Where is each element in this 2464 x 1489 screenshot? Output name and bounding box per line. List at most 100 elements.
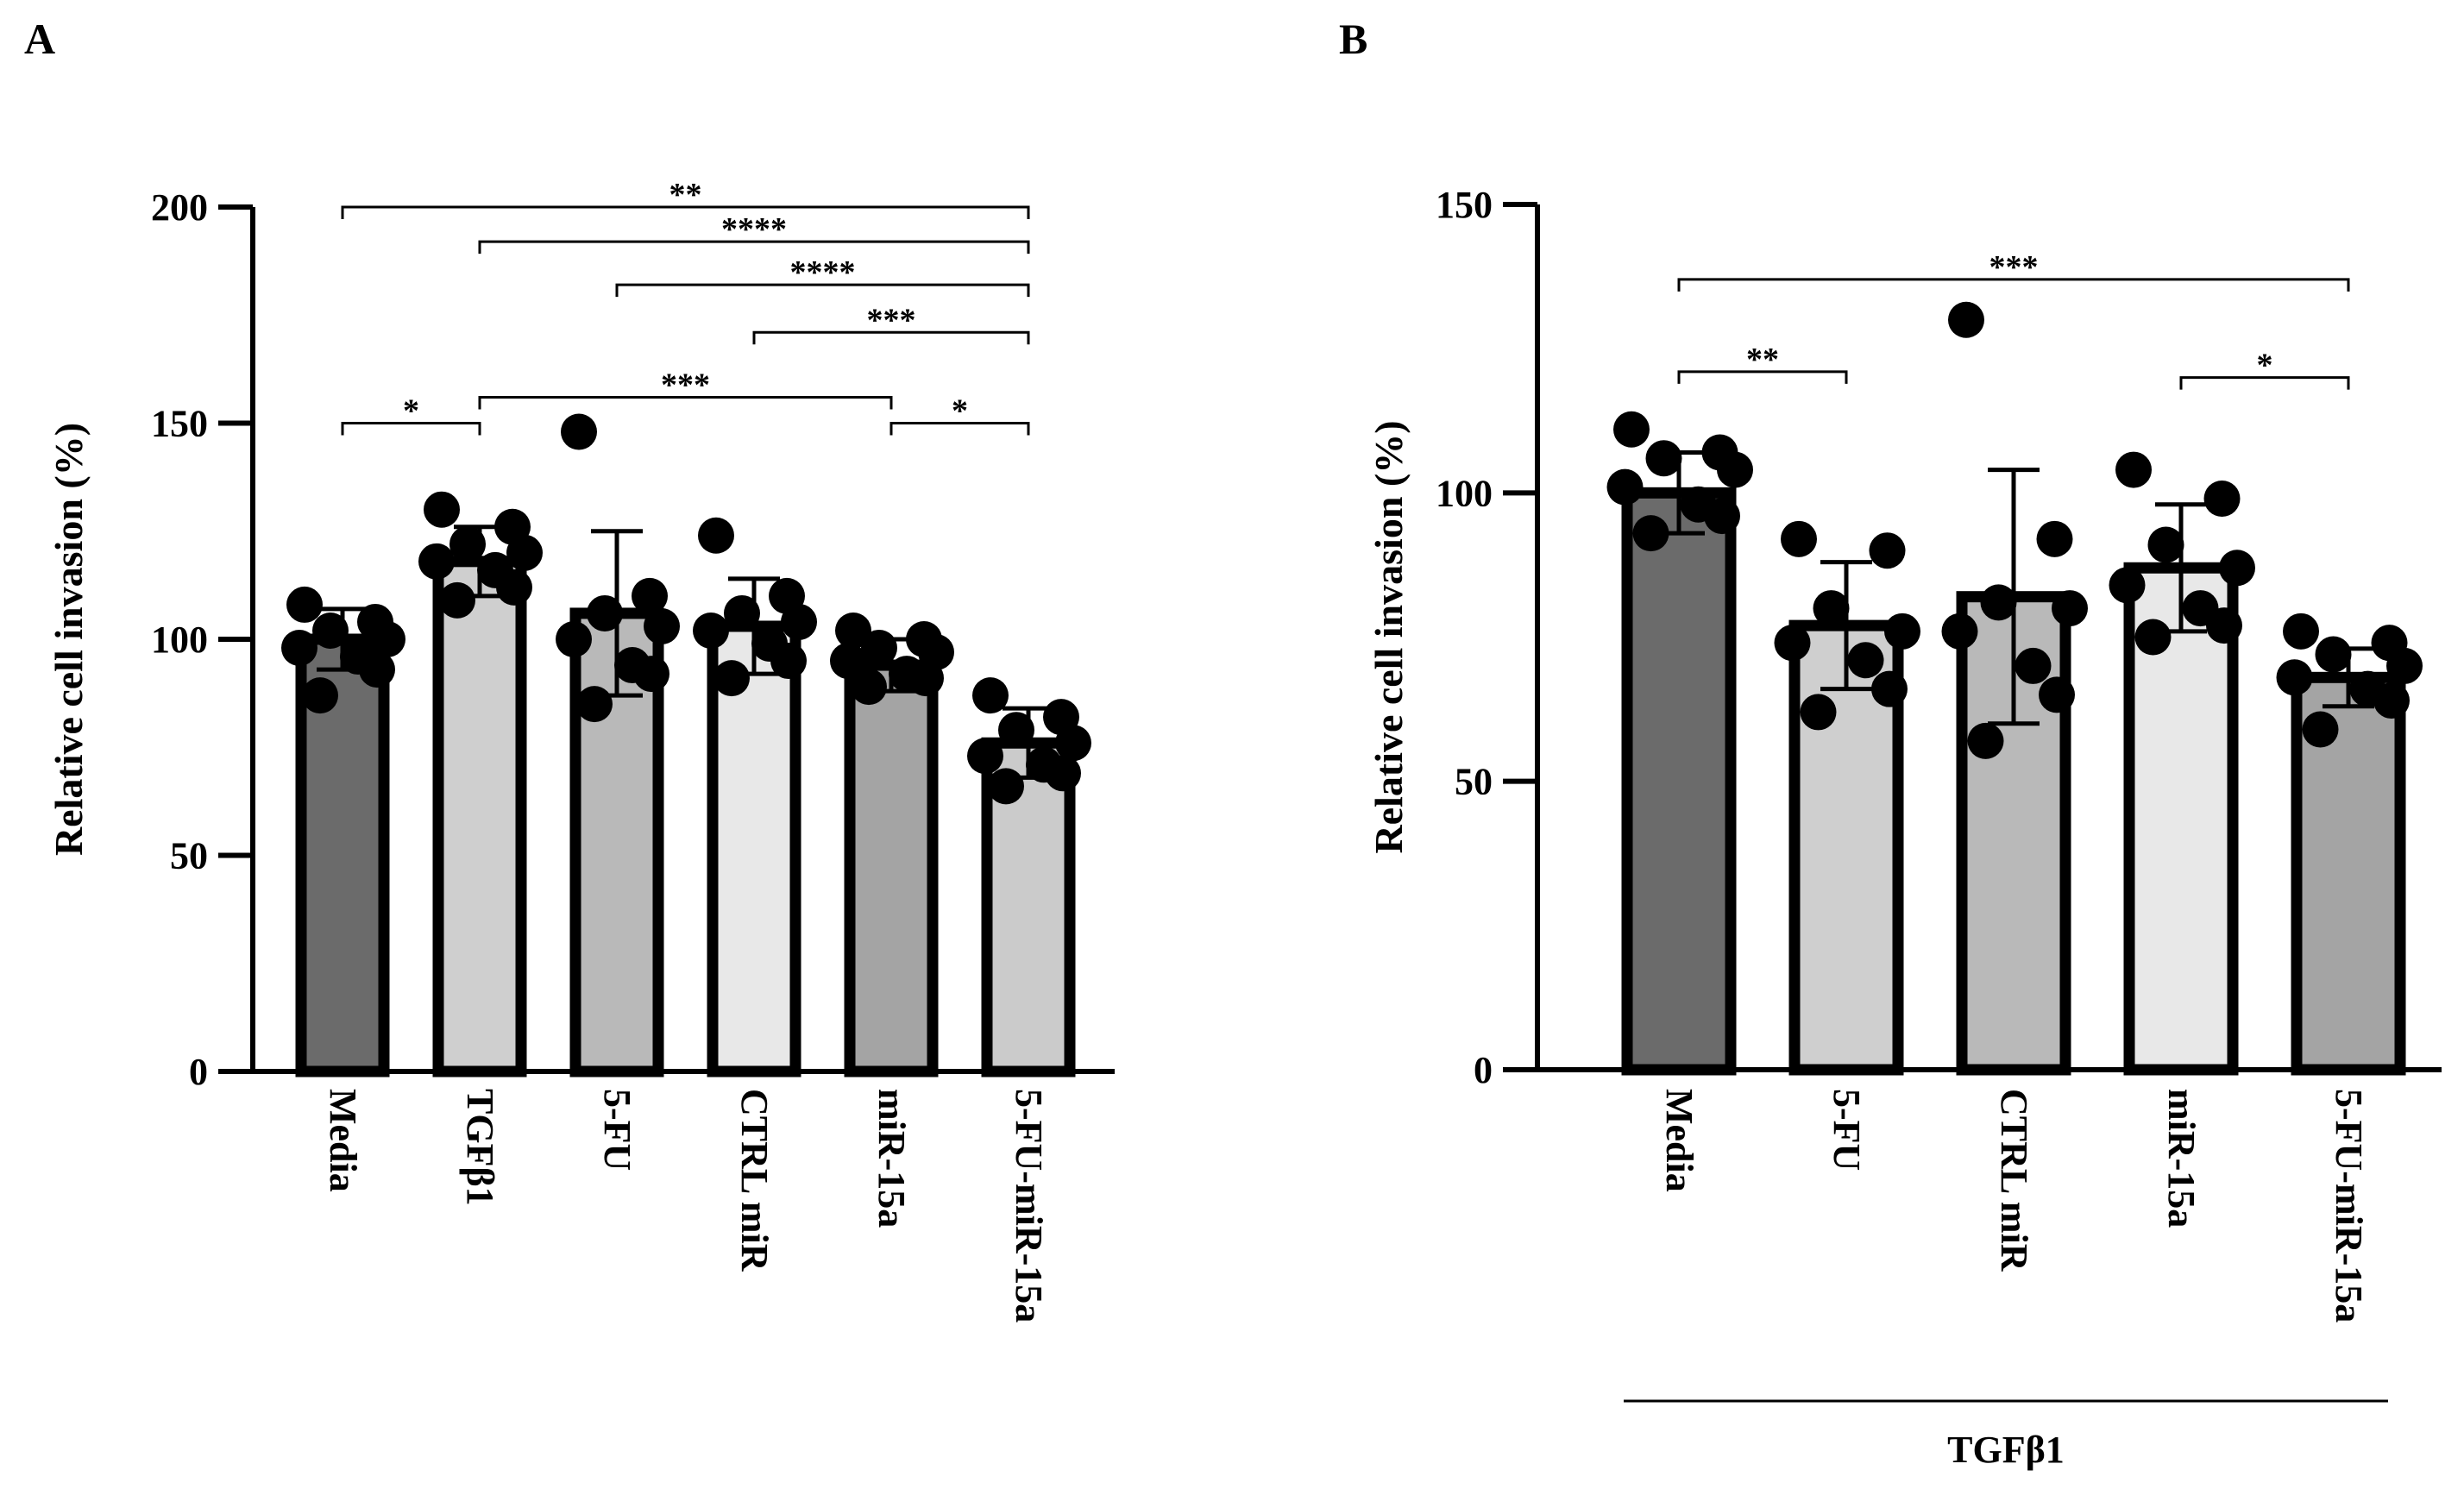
data-point-0-0 xyxy=(286,586,323,623)
data-point-4-2 xyxy=(861,630,897,667)
data-point-1-6 xyxy=(496,569,532,606)
data-point-2-1 xyxy=(2036,520,2073,557)
significance-label-6: * xyxy=(952,393,968,430)
data-point-0-2 xyxy=(1645,440,1682,477)
data-point-2-4 xyxy=(556,621,592,657)
data-point-0-7 xyxy=(1632,515,1669,552)
data-point-4-6 xyxy=(908,660,944,697)
data-point-3-0 xyxy=(698,517,734,554)
significance-label-0: ** xyxy=(669,177,702,213)
data-point-2-1 xyxy=(632,577,668,614)
y-tick-label-100: 100 xyxy=(151,619,208,661)
data-point-1-5 xyxy=(1847,642,1884,679)
significance-label-2: * xyxy=(2257,348,2273,384)
y-tick-label-50: 50 xyxy=(170,835,208,877)
data-point-2-6 xyxy=(2039,676,2075,713)
data-point-3-2 xyxy=(2147,526,2184,563)
data-point-1-7 xyxy=(439,581,475,619)
chart-panel-b: 0 50 100 150 Relative cell invasion (%) Media… xyxy=(1367,184,2442,1471)
y-tick-label-100: 100 xyxy=(1436,472,1493,514)
data-point-4-3 xyxy=(2386,647,2423,684)
data-point-4-7 xyxy=(2302,711,2339,748)
data-point-5-6 xyxy=(1045,755,1081,792)
data-point-0-3 xyxy=(369,621,405,657)
data-point-1-0 xyxy=(1781,520,1817,557)
data-point-5-4 xyxy=(967,738,1003,775)
data-point-2-2 xyxy=(1980,584,2017,621)
significance-bracket-0 xyxy=(1677,278,2350,292)
data-point-1-7 xyxy=(1800,694,1837,731)
y-tick-label-0: 0 xyxy=(189,1051,208,1093)
significance-bracket-6 xyxy=(889,422,1030,436)
panel-letter-b: B xyxy=(1339,15,1367,63)
significance-bracket-2 xyxy=(2179,376,2350,390)
data-point-2-6 xyxy=(633,656,669,693)
category-label-0: Media xyxy=(1658,1089,1700,1192)
category-label-2: CTRL miR xyxy=(1993,1089,2035,1272)
data-point-3-7 xyxy=(2134,619,2172,656)
significance-label-3: *** xyxy=(867,302,916,338)
group-label: TGFβ1 xyxy=(1947,1429,2065,1471)
category-label-3: miR-15a xyxy=(2160,1089,2203,1228)
category-label-2: 5-FU xyxy=(596,1089,638,1171)
data-point-4-4 xyxy=(2276,659,2313,696)
data-point-2-7 xyxy=(1967,722,2004,759)
data-point-4-4 xyxy=(830,643,866,680)
data-point-3-7 xyxy=(713,660,750,697)
significance-label-0: *** xyxy=(1989,249,2039,286)
data-point-4-6 xyxy=(2373,682,2410,719)
panel-letter-a: A xyxy=(24,15,55,63)
data-point-4-7 xyxy=(851,669,887,706)
data-point-4-0 xyxy=(835,612,871,649)
category-label-5: 5-FU-miR-15a xyxy=(1008,1089,1050,1323)
y-tick-label-0: 0 xyxy=(1474,1049,1493,1091)
data-point-0-4 xyxy=(281,630,317,667)
y-tick-label-150: 150 xyxy=(1436,184,1493,226)
data-point-1-4 xyxy=(418,543,455,580)
data-point-4-0 xyxy=(2283,613,2319,650)
data-point-3-4 xyxy=(693,612,729,649)
data-point-1-3 xyxy=(506,534,543,571)
category-label-1: TGFβ1 xyxy=(459,1089,501,1206)
significance-bracket-0 xyxy=(341,205,1030,219)
y-axis-label: Relative cell invasion (%) xyxy=(47,423,91,856)
significance-bracket-3 xyxy=(752,330,1030,345)
significance-label-2: **** xyxy=(790,254,856,291)
data-point-2-3 xyxy=(2052,590,2088,627)
data-point-2-5 xyxy=(2015,647,2052,684)
category-label-0: Media xyxy=(322,1089,364,1192)
significance-bracket-4 xyxy=(478,395,893,410)
significance-label-1: **** xyxy=(721,211,787,248)
data-point-5-2 xyxy=(998,712,1034,749)
data-point-0-6 xyxy=(1704,498,1740,535)
category-label-4: 5-FU-miR-15a xyxy=(2328,1089,2370,1323)
category-label-3: CTRL miR xyxy=(733,1089,776,1272)
data-point-4-2 xyxy=(2315,636,2352,673)
significance-label-4: *** xyxy=(661,367,710,403)
bar-0 xyxy=(1621,487,1737,1076)
data-point-3-2 xyxy=(724,594,760,631)
y-axis-label: Relative cell invasion (%) xyxy=(1367,420,1411,853)
data-point-1-4 xyxy=(1774,625,1811,662)
significance-bracket-2 xyxy=(615,283,1030,298)
bar-4 xyxy=(844,659,939,1077)
data-point-1-3 xyxy=(1884,613,1920,650)
data-point-2-0 xyxy=(561,413,597,450)
data-point-3-6 xyxy=(770,643,807,680)
data-point-2-3 xyxy=(644,607,680,644)
significance-label-5: * xyxy=(403,393,419,430)
data-point-3-3 xyxy=(781,603,817,640)
category-label-4: miR-15a xyxy=(871,1089,913,1228)
significance-bracket-1 xyxy=(478,240,1030,254)
data-point-2-2 xyxy=(587,594,623,631)
data-point-3-4 xyxy=(2109,567,2146,604)
data-point-3-1 xyxy=(2203,481,2241,518)
data-point-5-7 xyxy=(988,768,1024,805)
chart-panel-a: 0 50 100 150 200 Relative cell invasion (%) Me… xyxy=(47,177,1115,1323)
y-tick-label-200: 200 xyxy=(151,186,208,229)
data-point-1-6 xyxy=(1871,670,1908,707)
category-label-1: 5-FU xyxy=(1826,1089,1868,1171)
data-point-5-3 xyxy=(1055,725,1091,762)
data-point-1-1 xyxy=(1869,532,1906,569)
